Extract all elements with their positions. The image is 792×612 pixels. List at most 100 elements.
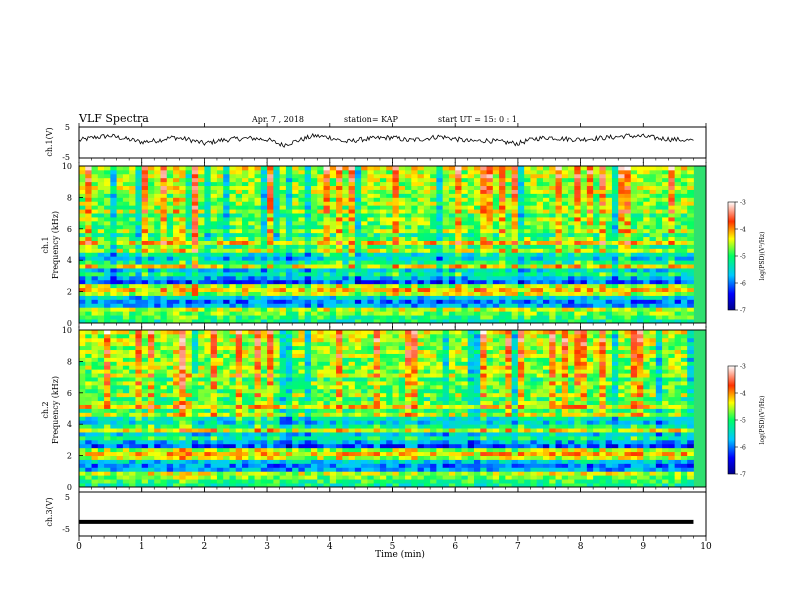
spectrogram-cell [116, 303, 124, 308]
spectrogram-cell [216, 455, 224, 460]
spectrogram-cell [147, 189, 155, 194]
spectrogram-cell [129, 287, 136, 293]
spectrogram-cell [405, 166, 412, 171]
spectrogram-cell [198, 169, 205, 175]
spectrogram-cell [210, 303, 218, 308]
spectrogram-cell [448, 232, 456, 238]
spectrogram-cell [273, 303, 281, 308]
spectrogram-cell [141, 307, 149, 312]
spectrogram-cell [599, 244, 607, 249]
spectrogram-cell [147, 213, 155, 218]
spectrogram-cell [586, 315, 594, 320]
spectrogram-cell [511, 240, 519, 245]
spectrogram-cell [210, 455, 218, 460]
spectrogram-cell [160, 471, 168, 476]
spectrogram-cell [379, 177, 387, 183]
spectrogram-cell [323, 315, 331, 320]
spectrogram-cell [122, 169, 130, 175]
spectrogram-cell [198, 483, 205, 488]
spectrogram-cell [568, 224, 575, 230]
spectrogram-cell [492, 291, 500, 296]
spectrogram-cell [235, 439, 243, 445]
spectrogram-cell [147, 451, 155, 457]
spectrogram-cell [649, 240, 657, 245]
spectrogram-cell [104, 443, 111, 449]
spectrogram-cell [91, 416, 99, 421]
spectrogram-cell [336, 220, 343, 226]
spectrogram-cell [455, 228, 462, 234]
spectrogram-cell [430, 307, 437, 312]
spectrogram-cell [599, 217, 607, 222]
spectrogram-cell [367, 177, 375, 183]
spectrogram-cell [605, 315, 613, 320]
spectrogram-cell [379, 268, 387, 273]
spectrogram-cell [386, 236, 393, 241]
spectrogram-cell [461, 173, 469, 179]
spectrogram-cell [611, 303, 619, 308]
spectrogram-cell [436, 220, 444, 226]
spectrogram-cell [655, 197, 663, 202]
spectrogram-cell [517, 283, 525, 289]
spectrogram-cell [160, 463, 168, 468]
spectrogram-cell [448, 264, 456, 269]
spectrogram-cell [461, 217, 469, 222]
spectrogram-cell [166, 271, 174, 277]
spectrogram-cell [655, 166, 663, 171]
spectrogram-cell [379, 283, 387, 289]
spectrogram-cell [79, 357, 86, 362]
spectrogram-cell [448, 236, 456, 241]
spectrogram-cell [141, 291, 149, 296]
spectrogram-cell [229, 341, 237, 347]
spectrogram-cell [147, 248, 155, 253]
spectrogram-cell [323, 169, 331, 175]
spectrogram-cell [260, 295, 268, 300]
spectrogram-cell [122, 197, 130, 202]
spectrogram-cell [568, 260, 575, 265]
spectrogram-cell [260, 264, 268, 269]
spectrogram-cell [461, 181, 469, 187]
spectrogram-cell [79, 228, 86, 234]
spectrogram-cell [480, 173, 487, 179]
spectrogram-cell [147, 244, 155, 249]
spectrogram-cell [599, 260, 607, 265]
spectrogram-cell [223, 303, 230, 308]
spectrogram-cell [154, 303, 161, 308]
spectrogram-cell [674, 260, 682, 265]
spectrogram-cell [586, 193, 594, 198]
spectrogram-cell [198, 357, 205, 362]
spectrogram-cell [147, 447, 155, 453]
spectrogram-cell [198, 248, 205, 253]
spectrogram-cell [461, 279, 469, 285]
spectrogram-cell [147, 365, 155, 370]
spectrogram-cell [135, 404, 143, 409]
spectrogram-cell [91, 392, 99, 398]
spectrogram-cell [580, 256, 588, 261]
spectrogram-cell [680, 236, 688, 241]
spectrogram-cell [310, 217, 318, 222]
spectrogram-cell [461, 240, 469, 245]
spectrogram-cell [392, 205, 400, 210]
spectrogram-cell [166, 209, 174, 214]
spectrogram-cell [530, 189, 538, 194]
spectrogram-cell [235, 330, 243, 335]
spectrogram-cell [580, 315, 588, 320]
spectrogram-cell [574, 193, 581, 198]
spectrogram-cell [135, 439, 143, 445]
spectrogram-cell [235, 283, 243, 289]
spectrogram-cell [173, 185, 180, 190]
spectrogram-cell [173, 271, 180, 277]
spectrogram-cell [298, 177, 306, 183]
spectrogram-cell [235, 424, 243, 429]
spectrogram-cell [373, 177, 381, 183]
spectrogram-cell [593, 311, 600, 316]
spectrogram-cell [637, 271, 644, 277]
spectrogram-cell [85, 319, 92, 324]
spectrogram-cell [561, 256, 569, 261]
spectrogram-cell [223, 166, 230, 171]
spectrogram-cell [405, 173, 412, 179]
spectrogram-cell [91, 439, 99, 445]
spectrogram-cell [455, 213, 462, 218]
spectrogram-cell [141, 311, 149, 316]
spectrogram-cell [574, 224, 581, 230]
spectrogram-cell [467, 169, 475, 175]
